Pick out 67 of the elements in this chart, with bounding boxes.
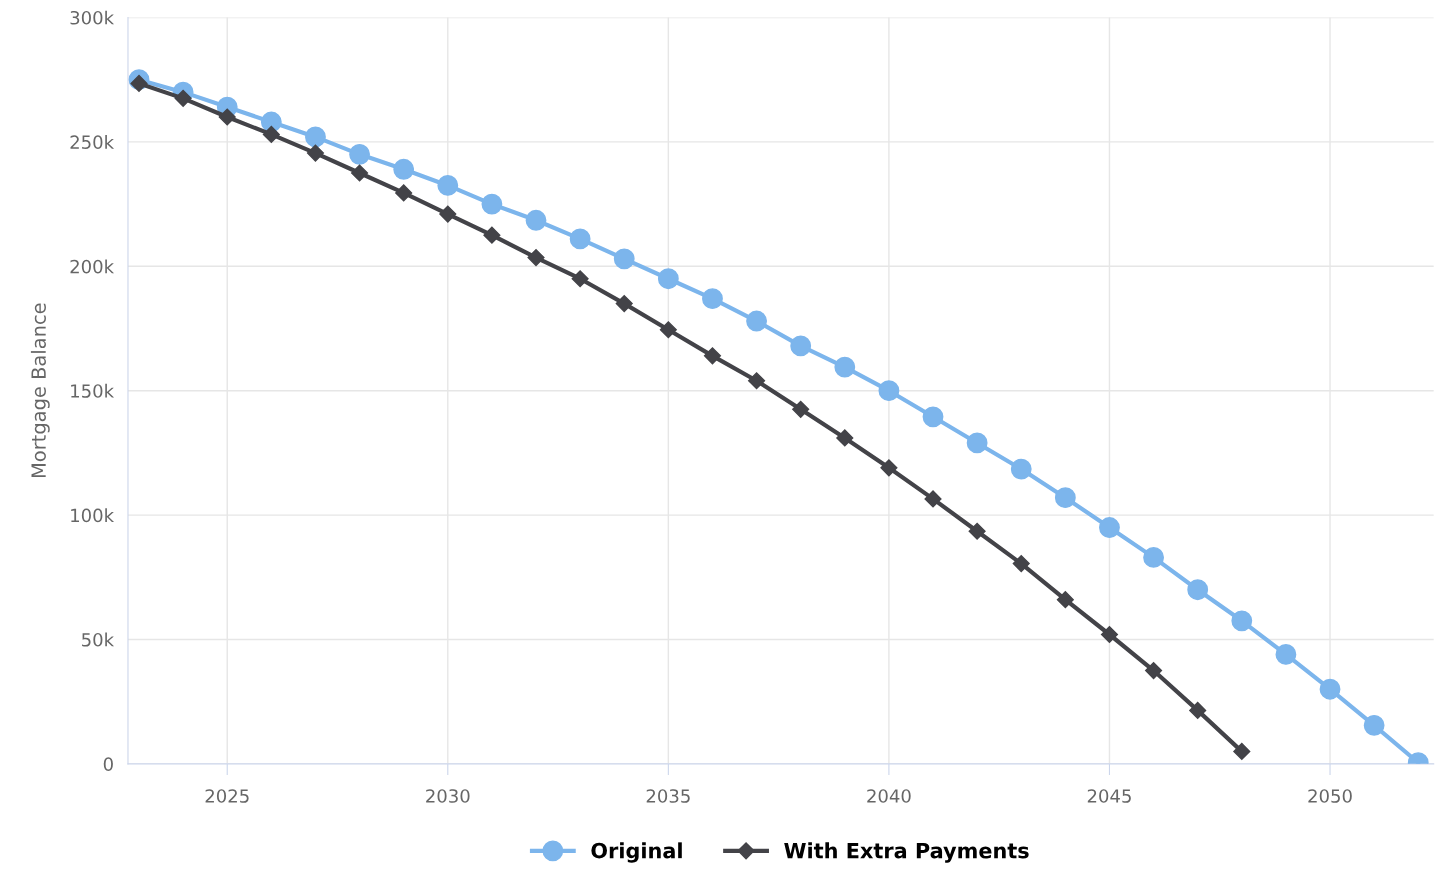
point [1189,701,1207,719]
point [305,126,326,148]
point [393,158,415,180]
point [880,459,898,477]
x-tick-label: 2035 [646,789,690,803]
y-tick-label: 250k [70,135,115,150]
point [792,400,810,418]
point [748,372,766,390]
point [790,335,812,357]
point [130,74,148,92]
point [1233,742,1251,760]
legend-label: With Extra Payments [784,842,1029,863]
y-tick-label: 150k [71,383,115,398]
point [968,522,986,540]
y-tick-label: 0 [103,757,113,771]
y-tick-label: 200k [70,259,115,274]
point [703,347,722,365]
point [1187,579,1209,601]
point [657,268,679,290]
point [1012,555,1030,573]
x-tick-label: 2045 [1087,789,1131,803]
point [834,356,856,378]
point [878,380,900,402]
point [527,249,545,267]
x-tick-label: 2040 [867,789,911,803]
point [395,184,413,202]
point [525,209,547,231]
point [1056,591,1074,609]
point [966,432,988,454]
point [439,205,457,223]
y-tick-label: 300k [70,10,115,25]
point [349,143,370,165]
point [481,193,503,215]
point [615,295,633,313]
point [924,490,942,508]
point [1099,517,1120,538]
point [571,270,589,288]
point [306,144,325,162]
point [702,288,723,310]
point [1363,714,1385,736]
x-tick-label: 2050 [1308,789,1352,803]
point [483,226,501,244]
legend-label: Original [591,842,682,863]
point [659,321,677,339]
point [174,89,192,107]
point [836,429,854,447]
point [1319,678,1341,700]
y-axis-title: Mortgage Balance [30,303,50,478]
y-tick-label: 100k [71,508,115,523]
point [569,228,591,250]
y-tick-label: 50k [82,632,115,647]
point [351,164,369,182]
point [1054,487,1076,509]
point [1275,643,1297,665]
point [613,248,635,270]
point [437,175,459,196]
x-tick-label: 2025 [205,789,249,803]
point [1231,610,1253,632]
point [922,406,944,428]
point [746,310,767,332]
point [218,108,236,126]
point [1010,458,1032,480]
point [1145,662,1163,680]
point [1143,546,1164,568]
point [262,125,280,143]
point [1100,625,1119,644]
x-tick-label: 2030 [426,789,470,803]
